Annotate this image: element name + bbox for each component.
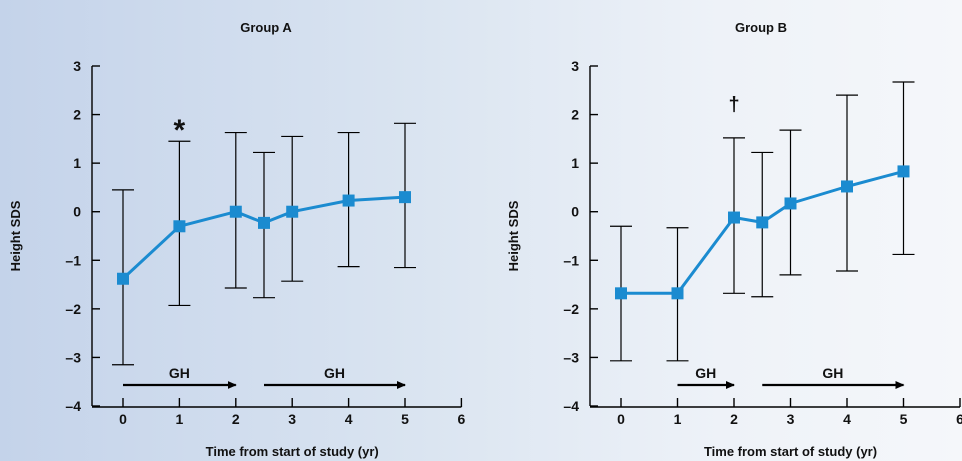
treatment-label: GH bbox=[324, 365, 345, 381]
chart-panel-1: Group A 3 2 1 0 –1 –2 –3 –4 0 1 2 3 4 5 6 Time from star… bbox=[8, 20, 466, 459]
y-tick-label: –2 bbox=[65, 301, 81, 317]
chart-title: Group B bbox=[735, 20, 787, 35]
y-tick-label: 1 bbox=[73, 155, 81, 171]
y-tick-label: –1 bbox=[65, 252, 81, 268]
x-tick-label: 4 bbox=[345, 411, 353, 427]
y-tick-label: 0 bbox=[73, 204, 81, 220]
chart-panel-2: Group B 3 2 1 0 –1 –2 –3 –4 0 1 2 3 4 5 6 Time from star… bbox=[506, 20, 962, 459]
x-tick-label: 3 bbox=[288, 411, 296, 427]
significance-marker: † bbox=[728, 94, 739, 116]
x-axis-label: Time from start of study (yr) bbox=[704, 444, 877, 459]
x-tick-label: 5 bbox=[401, 411, 409, 427]
x-tick-label: 1 bbox=[674, 411, 682, 427]
x-tick-label: 2 bbox=[730, 411, 738, 427]
treatment-label: GH bbox=[822, 365, 843, 381]
y-tick-label: –4 bbox=[563, 398, 579, 414]
data-point bbox=[399, 191, 411, 204]
significance-marker: * bbox=[174, 114, 186, 147]
x-tick-label: 2 bbox=[232, 411, 240, 427]
y-tick-label: 3 bbox=[73, 58, 81, 74]
x-tick-label: 5 bbox=[900, 411, 908, 427]
y-tick-label: 2 bbox=[73, 107, 81, 123]
data-point bbox=[671, 287, 684, 300]
y-tick-label: –3 bbox=[563, 349, 579, 365]
y-tick-label: 2 bbox=[571, 107, 579, 123]
data-point bbox=[229, 205, 242, 218]
y-axis-label: Height SDS bbox=[506, 200, 521, 271]
y-tick-label: 3 bbox=[571, 58, 579, 74]
x-tick-label: 0 bbox=[617, 411, 625, 427]
treatment-label: GH bbox=[695, 365, 716, 381]
y-tick-label: 1 bbox=[571, 155, 579, 171]
x-tick-label: 3 bbox=[787, 411, 795, 427]
y-tick-label: –4 bbox=[65, 398, 81, 414]
y-axis-label: Height SDS bbox=[8, 200, 23, 271]
data-point bbox=[117, 272, 129, 285]
x-tick-label: 6 bbox=[458, 411, 466, 427]
y-tick-label: –2 bbox=[563, 301, 579, 317]
data-point bbox=[756, 216, 769, 229]
data-point bbox=[897, 165, 910, 178]
x-axis-label: Time from start of study (yr) bbox=[206, 444, 379, 459]
data-point bbox=[258, 216, 270, 229]
x-tick-label: 1 bbox=[176, 411, 184, 427]
treatment-label: GH bbox=[169, 365, 190, 381]
y-tick-label: 0 bbox=[571, 204, 579, 220]
data-point bbox=[784, 197, 797, 210]
y-tick-label: –3 bbox=[65, 349, 81, 365]
data-point bbox=[173, 220, 186, 233]
data-point bbox=[615, 287, 627, 300]
data-point bbox=[286, 205, 299, 218]
x-tick-label: 4 bbox=[843, 411, 851, 427]
x-tick-label: 0 bbox=[119, 411, 127, 427]
data-point bbox=[728, 211, 740, 224]
data-point bbox=[342, 194, 355, 207]
y-tick-label: –1 bbox=[563, 252, 579, 268]
data-point bbox=[841, 180, 853, 193]
x-tick-label: 6 bbox=[956, 411, 962, 427]
chart-title: Group A bbox=[240, 20, 292, 35]
